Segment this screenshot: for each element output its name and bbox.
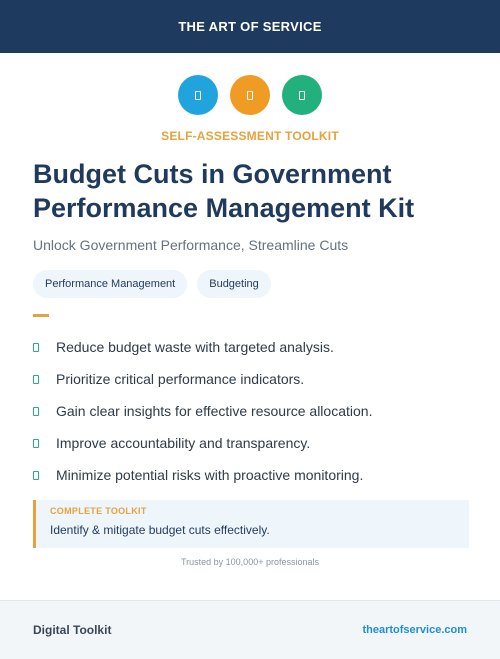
list-item: Improve accountability and transparency. <box>33 427 372 459</box>
toolkit-callout: COMPLETE TOOLKIT Identify & mitigate bud… <box>33 500 469 548</box>
page-title: Budget Cuts in Government Performance Ma… <box>33 159 415 223</box>
subtitle: Unlock Government Performance, Streamlin… <box>33 237 349 253</box>
tag-budgeting: Budgeting <box>197 270 271 298</box>
icon-row <box>0 75 500 115</box>
footer: Digital Toolkit theartofservice.com <box>0 600 500 659</box>
check-icon <box>33 406 39 416</box>
clipboard-icon <box>230 75 270 115</box>
list-item-text: Improve accountability and transparency. <box>56 435 311 451</box>
brand-name: THE ART OF SERVICE <box>178 19 322 34</box>
callout-text: Identify & mitigate budget cuts effectiv… <box>50 523 270 537</box>
check-icon <box>33 342 39 352</box>
list-item-text: Minimize potential risks with proactive … <box>56 467 364 483</box>
top-banner: THE ART OF SERVICE <box>0 0 500 53</box>
list-item-text: Prioritize critical performance indicato… <box>56 371 305 387</box>
accent-divider <box>33 314 49 317</box>
footer-label: Digital Toolkit <box>33 623 112 637</box>
tag-performance-management: Performance Management <box>33 270 188 298</box>
list-item: Minimize potential risks with proactive … <box>33 459 372 491</box>
eyebrow-label: SELF-ASSESSMENT TOOLKIT <box>161 129 339 143</box>
list-item: Prioritize critical performance indicato… <box>33 363 372 395</box>
trust-note: Trusted by 100,000+ professionals <box>180 557 319 567</box>
callout-label: COMPLETE TOOLKIT <box>50 506 147 516</box>
checklist-icon <box>282 75 322 115</box>
list-item-text: Reduce budget waste with targeted analys… <box>56 339 334 355</box>
check-icon <box>33 438 39 448</box>
benefit-list: Reduce budget waste with targeted analys… <box>33 331 372 491</box>
tag-list: Performance Management Budgeting <box>33 270 271 298</box>
check-icon <box>33 374 39 384</box>
website-link[interactable]: theartofservice.com <box>362 624 467 636</box>
check-icon <box>33 470 39 480</box>
list-item-text: Gain clear insights for effective resour… <box>56 403 373 419</box>
list-item: Gain clear insights for effective resour… <box>33 395 372 427</box>
list-item: Reduce budget waste with targeted analys… <box>33 331 372 363</box>
document-icon <box>178 75 218 115</box>
